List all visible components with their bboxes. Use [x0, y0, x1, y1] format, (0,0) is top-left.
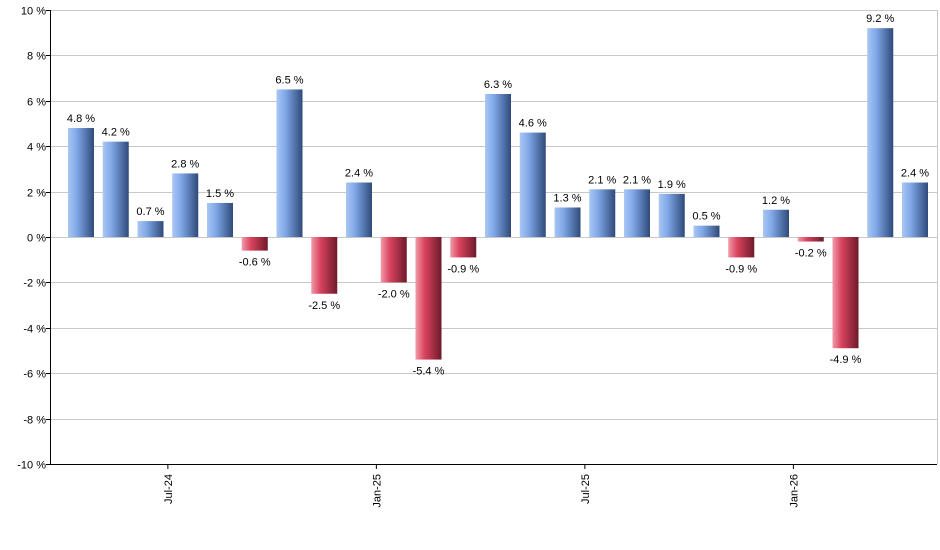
- data-label: -0.6 %: [239, 257, 271, 269]
- y-tick-label: 0 %: [27, 233, 46, 245]
- data-label: -2.5 %: [308, 300, 340, 312]
- data-label: 1.5 %: [206, 188, 234, 200]
- data-label: 6.5 %: [275, 74, 303, 86]
- bar: [102, 141, 129, 237]
- bar: [415, 237, 442, 360]
- bar: [311, 237, 338, 294]
- y-tick-label: -2 %: [23, 278, 46, 290]
- axes-group: 10 % 8 % 6 % 4 % 2 % 0 % -2 % -4 % -6 % -8 % -10 %…: [17, 6, 937, 508]
- bar: [346, 182, 372, 237]
- bar: [172, 173, 199, 237]
- x-tick-label: Jan-26: [788, 474, 800, 508]
- data-label: 2.1 %: [588, 174, 616, 186]
- data-label: -0.9 %: [725, 263, 757, 275]
- data-label: 2.8 %: [171, 158, 199, 170]
- y-tick-label: 6 %: [27, 97, 46, 109]
- bar: [589, 189, 616, 237]
- data-label: -0.2 %: [795, 248, 827, 260]
- y-tick-label: 8 %: [27, 51, 46, 63]
- data-label: -2.0 %: [378, 288, 410, 300]
- bar: [241, 237, 268, 251]
- data-label: 2.4 %: [901, 168, 929, 180]
- bar: [832, 237, 859, 349]
- y-tick-label: -6 %: [23, 369, 46, 381]
- data-label: 0.7 %: [136, 206, 164, 218]
- data-label: 4.6 %: [519, 118, 547, 130]
- y-tick-label: 4 %: [27, 142, 46, 154]
- bar: [902, 182, 928, 237]
- y-tick-label: 2 %: [27, 188, 46, 200]
- bar: [867, 28, 894, 237]
- bar: [380, 237, 407, 283]
- data-label: 4.2 %: [102, 127, 130, 139]
- bar: [554, 207, 581, 237]
- data-label: 1.9 %: [658, 179, 686, 191]
- bar: [658, 193, 685, 237]
- bar: [137, 221, 164, 237]
- x-tick-label: Jul-24: [163, 474, 175, 504]
- bar: [485, 93, 511, 238]
- data-label: 1.2 %: [762, 195, 790, 207]
- bar: [207, 202, 233, 237]
- x-tick-label: Jul-25: [580, 474, 592, 504]
- y-tick-label: -8 %: [23, 415, 46, 427]
- bar: [624, 189, 650, 237]
- data-label: 2.4 %: [345, 168, 373, 180]
- data-labels-group: 4.8 % 4.2 % 0.7 % 2.8 % 1.5 % -0.6 % 6.5 % -2.5…: [67, 13, 929, 377]
- bar: [450, 237, 477, 258]
- bar: [693, 225, 720, 237]
- x-tick-label: Jan-25: [371, 474, 383, 508]
- y-tick-label: -10 %: [17, 460, 46, 472]
- y-tick-label: 10 %: [21, 6, 46, 18]
- data-label: 4.8 %: [67, 113, 95, 125]
- data-label: -0.9 %: [447, 263, 479, 275]
- data-label: 1.3 %: [553, 192, 581, 204]
- data-label: -5.4 %: [413, 366, 445, 378]
- bar: [797, 237, 824, 242]
- bar: [728, 237, 755, 258]
- bar: [68, 128, 94, 237]
- bar: [763, 209, 789, 237]
- bar: [276, 89, 303, 237]
- data-label: -4.9 %: [830, 354, 862, 366]
- data-label: 0.5 %: [692, 211, 720, 223]
- data-label: 9.2 %: [866, 13, 894, 25]
- y-tick-label: -4 %: [23, 324, 46, 336]
- data-label: 6.3 %: [484, 79, 512, 91]
- data-label: 2.1 %: [623, 174, 651, 186]
- bars-group: [68, 28, 928, 360]
- bar: [519, 132, 546, 237]
